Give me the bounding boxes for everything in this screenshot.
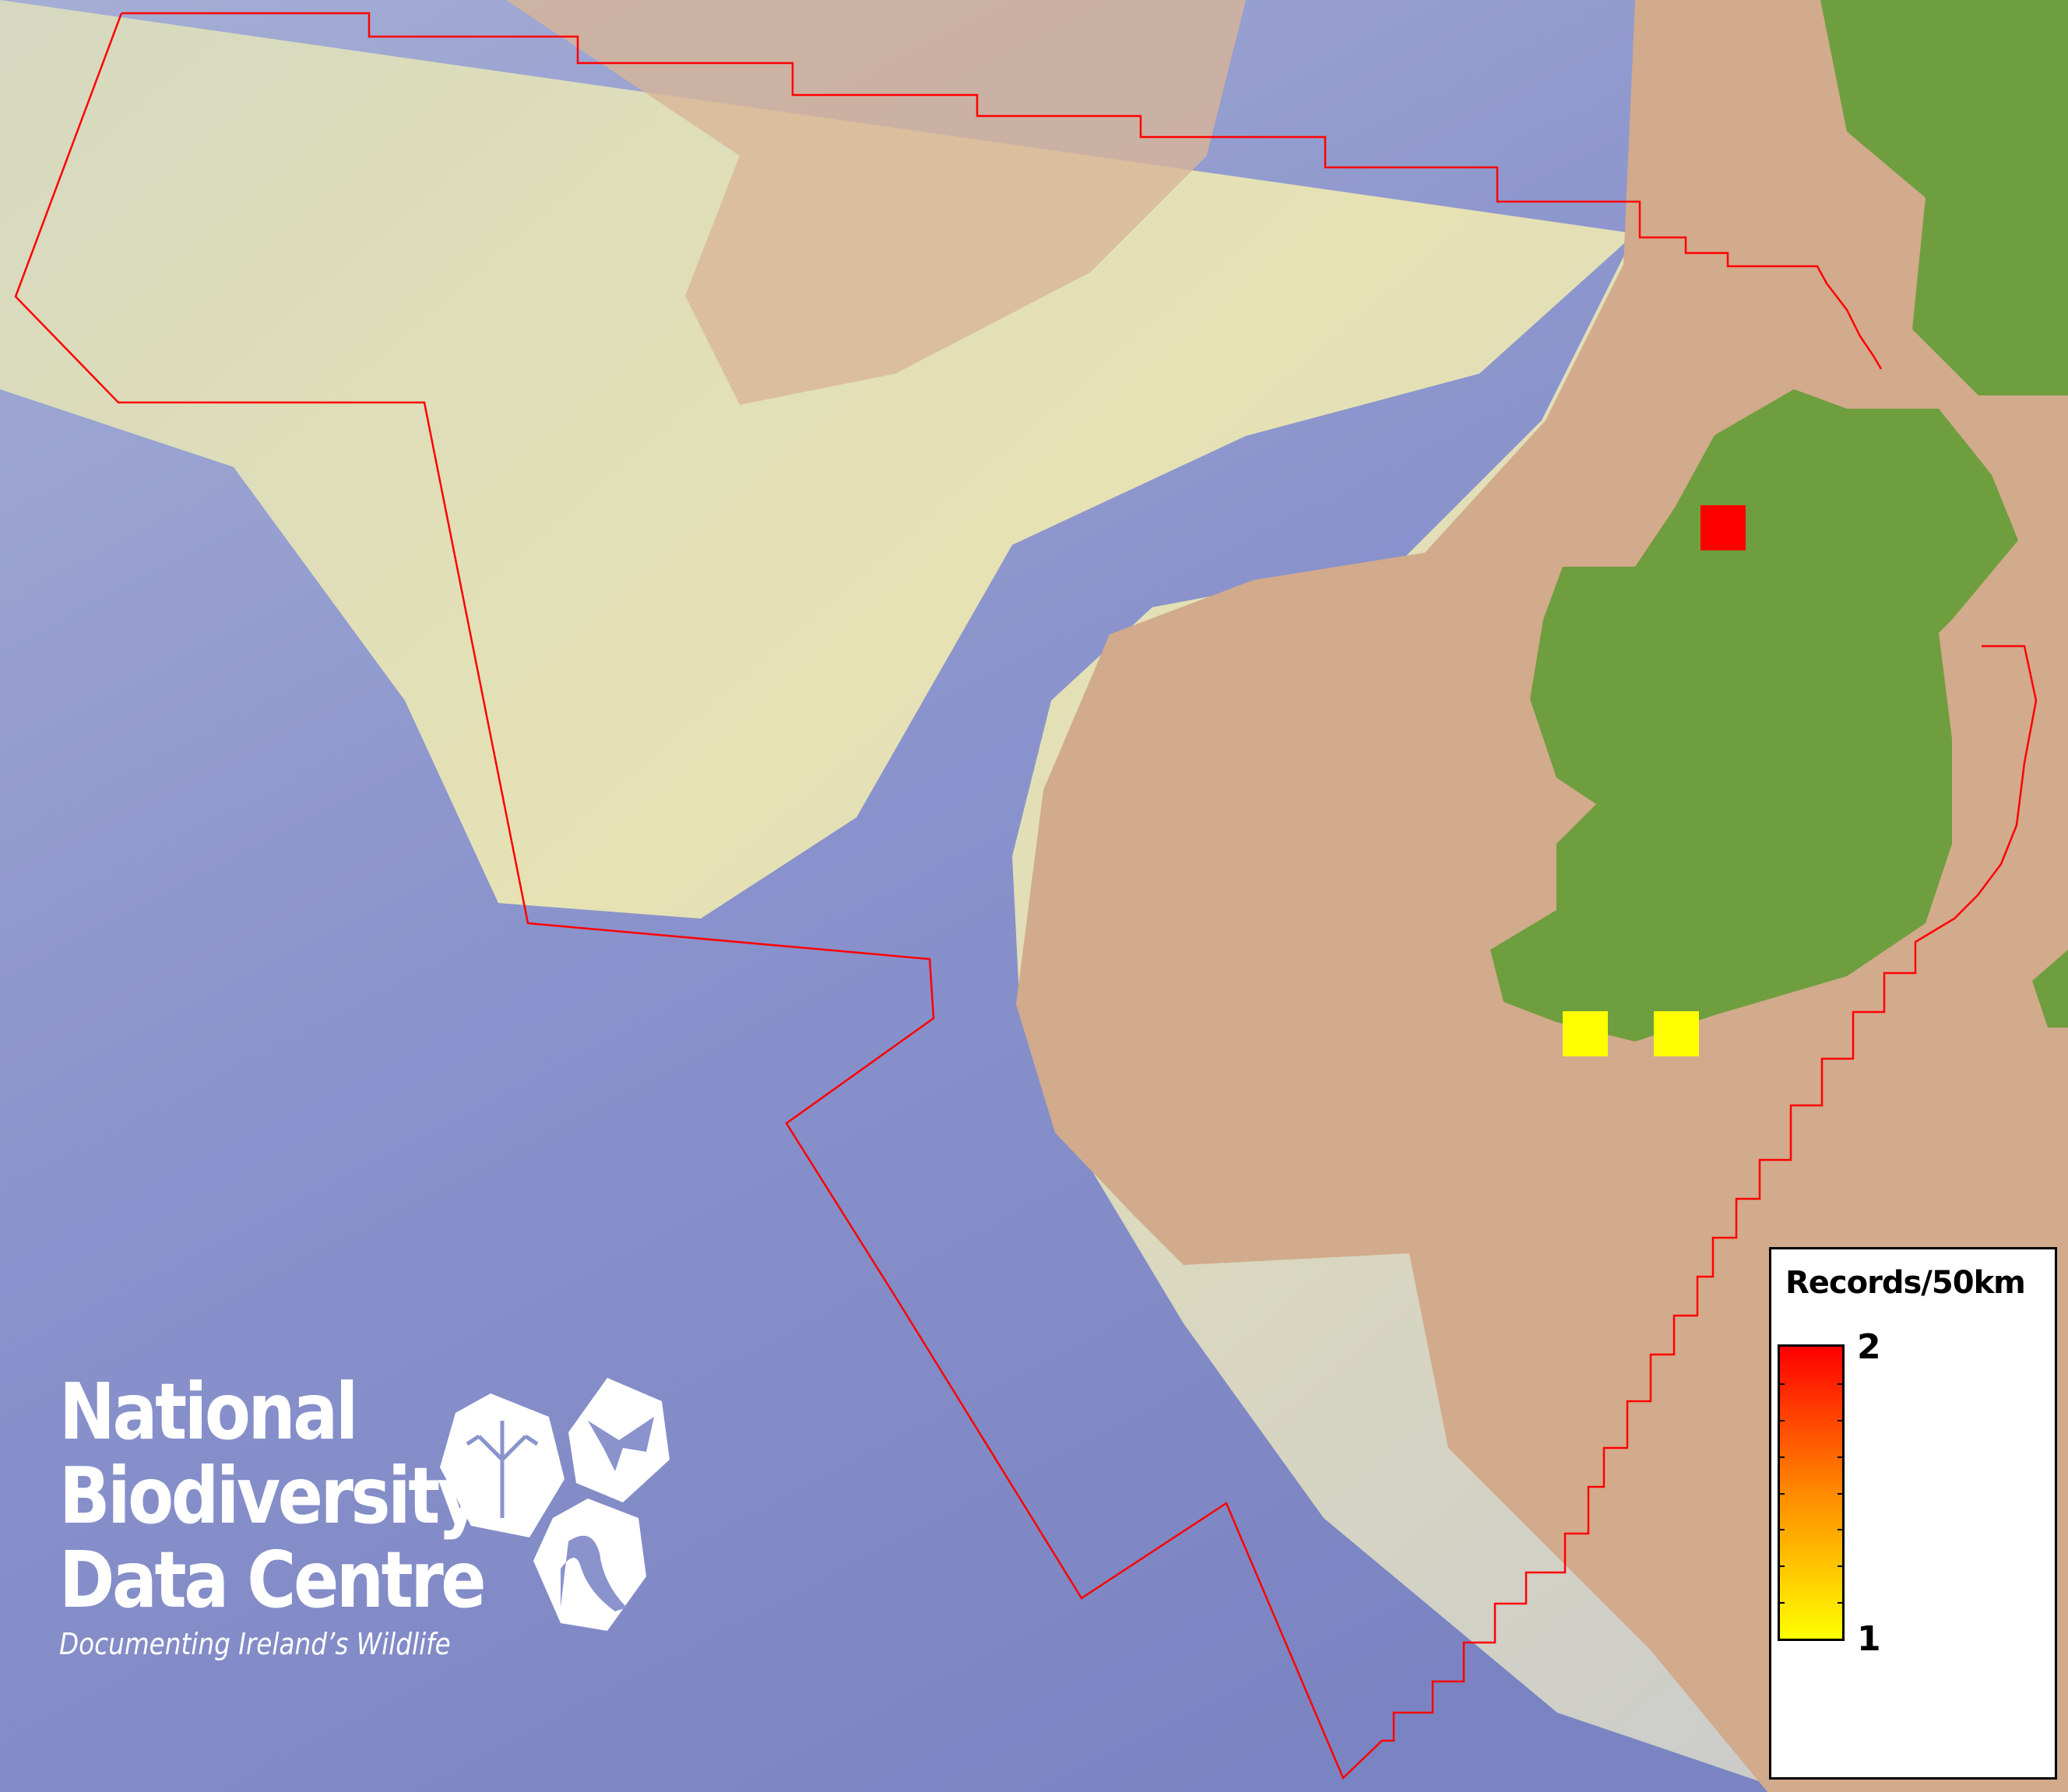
colorbar-tick (1780, 1602, 1785, 1604)
logo-hexagon-icons (440, 1378, 670, 1631)
legend-panel: Records/50km 2 1 (1769, 1247, 2057, 1780)
scotland-land (1820, 0, 2068, 395)
colorbar-tick (1838, 1529, 1842, 1531)
colorbar-tick (1838, 1492, 1842, 1495)
record-squares (1563, 505, 1746, 1056)
legend-min-label: 1 (1857, 1619, 1881, 1659)
colorbar-tick (1838, 1602, 1842, 1604)
colorbar-tick (1838, 1419, 1842, 1421)
logo-tagline: Documenting Ireland’s Wildlife (59, 1627, 451, 1661)
colorbar-tick (1838, 1383, 1842, 1385)
record-square (1563, 1011, 1608, 1056)
record-square (1700, 505, 1746, 550)
colorbar-tick (1838, 1565, 1842, 1568)
colorbar-tick (1838, 1456, 1842, 1458)
butterfly-icon (588, 1417, 654, 1471)
eez-boundary-west (14, 12, 2038, 1780)
colorbar-tick (1780, 1383, 1785, 1385)
england-land-edge (2032, 950, 2068, 1028)
tree-icon (466, 1421, 539, 1518)
eez-boundary (121, 12, 1883, 370)
colorbar-tick (1780, 1529, 1785, 1531)
colorbar-tick (1780, 1565, 1785, 1568)
record-square (1654, 1011, 1699, 1056)
seahorse-icon (561, 1535, 627, 1611)
legend-colorbar (1778, 1344, 1845, 1641)
colorbar-tick (1780, 1492, 1785, 1495)
legend-title: Records/50km (1785, 1265, 2026, 1301)
ireland-land (1490, 389, 2018, 1042)
logo-line-2: Biodiversity (59, 1450, 481, 1541)
logo-line-1: National (59, 1366, 358, 1457)
nbdc-logo: National Biodiversity Data Centre Docume… (59, 1366, 553, 1662)
colorbar-tick (1780, 1419, 1785, 1421)
colorbar-tick (1780, 1456, 1785, 1458)
logo-line-3: Data Centre (59, 1534, 487, 1625)
upper-shelf (506, 0, 1246, 405)
legend-max-label: 2 (1857, 1327, 1881, 1367)
